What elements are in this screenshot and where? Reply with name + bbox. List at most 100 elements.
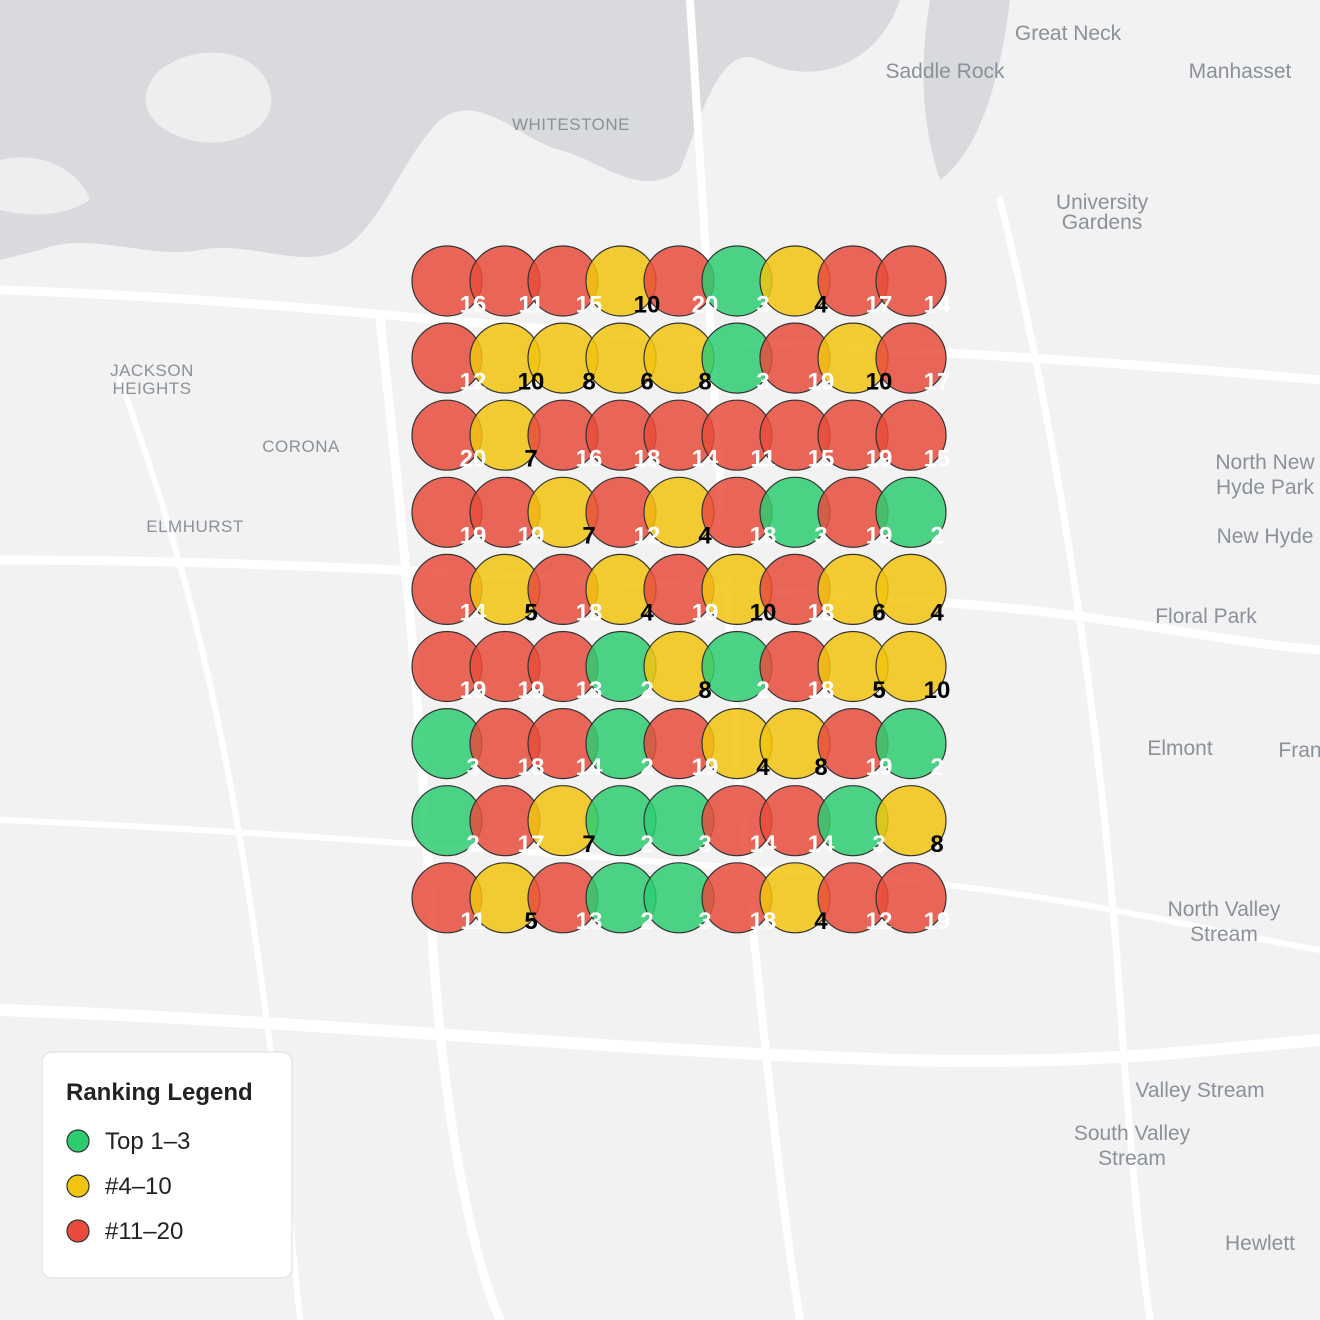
- rank-label: 18: [750, 908, 777, 935]
- place-label: WHITESTONE: [512, 115, 630, 134]
- rank-label: 10: [866, 368, 893, 395]
- rank-label: 19: [692, 600, 719, 627]
- legend-label: #11–20: [105, 1218, 183, 1245]
- place-label: Stream: [1190, 923, 1258, 946]
- rank-label: 19: [460, 677, 487, 704]
- rank-label: 3: [756, 291, 769, 318]
- place-label: Gardens: [1062, 211, 1143, 234]
- rank-label: 19: [808, 368, 835, 395]
- rank-label: 10: [750, 600, 777, 627]
- rank-label: 12: [460, 368, 487, 395]
- rank-label: 18: [750, 523, 777, 550]
- rank-label: 14: [808, 831, 835, 858]
- legend-label: #4–10: [105, 1173, 172, 1200]
- place-label: HEIGHTS: [112, 379, 191, 398]
- rank-label: 2: [930, 523, 943, 550]
- rank-label: 8: [698, 368, 711, 395]
- rank-label: 18: [518, 754, 545, 781]
- place-label: JACKSON: [110, 361, 194, 380]
- rank-label: 19: [866, 446, 893, 473]
- rank-circle: [875, 322, 947, 394]
- rank-label: 15: [576, 291, 603, 318]
- legend-label: Top 1–3: [105, 1128, 190, 1155]
- rank-label: 10: [518, 368, 545, 395]
- ranking-grid: 16 11 15 10 20 3 4 17 14 12 10 8 6 8 3 19 10 17 20 7 16 18 14 1…: [411, 245, 951, 935]
- rank-label: 3: [872, 831, 885, 858]
- rank-label: 7: [524, 446, 537, 473]
- rank-label: 15: [924, 446, 951, 473]
- rank-label: 14: [750, 831, 777, 858]
- legend-swatch: [66, 1219, 90, 1243]
- rank-label: 2: [640, 831, 653, 858]
- rank-label: 16: [460, 291, 487, 318]
- rank-label: 8: [930, 831, 943, 858]
- rank-label: 11: [460, 908, 485, 935]
- rank-label: 4: [756, 754, 770, 781]
- rank-label: 2: [640, 754, 653, 781]
- place-label: North New: [1215, 451, 1315, 474]
- island: [0, 157, 90, 215]
- legend-title: Ranking Legend: [66, 1079, 253, 1106]
- legend-swatch: [66, 1129, 90, 1153]
- place-label: Great Neck: [1015, 22, 1122, 45]
- place-label: Stream: [1098, 1147, 1166, 1170]
- rank-label: 7: [582, 523, 595, 550]
- rank-label: 7: [582, 831, 595, 858]
- island: [145, 52, 272, 143]
- rank-label: 15: [808, 446, 835, 473]
- place-label: Valley Stream: [1135, 1079, 1264, 1102]
- rank-circle: [875, 476, 947, 548]
- legend-items: Top 1–3 #4–10 #11–20: [66, 1128, 190, 1245]
- rank-label: 13: [576, 677, 603, 704]
- rank-label: 3: [756, 368, 769, 395]
- rank-label: 2: [640, 677, 653, 704]
- road: [996, 196, 1154, 1320]
- rank-label: 8: [582, 368, 595, 395]
- rank-label: 18: [634, 446, 661, 473]
- place-label: North Valley: [1168, 898, 1281, 921]
- rank-label: 14: [576, 754, 603, 781]
- rank-label: 10: [924, 677, 951, 704]
- rank-label: 2: [466, 831, 479, 858]
- rank-label: 19: [924, 908, 951, 935]
- place-label: Hyde Park: [1216, 476, 1315, 499]
- place-label: Hewlett: [1225, 1232, 1295, 1255]
- place-label: South Valley: [1074, 1122, 1191, 1145]
- rank-label: 19: [460, 523, 487, 550]
- place-label: Manhasset: [1189, 60, 1292, 83]
- place-label: Elmont: [1147, 737, 1213, 760]
- rank-label: 4: [930, 600, 944, 627]
- rank-label: 19: [866, 754, 893, 781]
- rank-label: 5: [872, 677, 885, 704]
- rank-label: 10: [634, 291, 661, 318]
- rank-label: 3: [698, 831, 711, 858]
- place-label: CORONA: [262, 437, 340, 456]
- rank-label: 20: [460, 446, 487, 473]
- rank-label: 4: [640, 600, 654, 627]
- rank-label: 18: [808, 600, 835, 627]
- rank-label: 3: [698, 908, 711, 935]
- rank-label: 2: [640, 908, 653, 935]
- rank-circle: [875, 862, 947, 934]
- rank-label: 2: [930, 754, 943, 781]
- place-label: Saddle Rock: [885, 60, 1005, 83]
- rank-label: 8: [814, 754, 827, 781]
- legend: Ranking Legend Top 1–3 #4–10 #11–20: [41, 1051, 293, 1279]
- rank-label: 13: [576, 908, 603, 935]
- place-label: University: [1056, 191, 1149, 214]
- legend-swatch: [66, 1174, 90, 1198]
- rank-label: 19: [518, 523, 545, 550]
- rank-label: 19: [692, 754, 719, 781]
- rank-label: 20: [692, 291, 719, 318]
- rank-circle: [875, 399, 947, 471]
- rank-circle: [875, 707, 947, 780]
- place-labels: Great Neck Saddle Rock Manhasset WHITESTONE…: [110, 22, 1320, 1255]
- rank-circle: [875, 245, 947, 317]
- rank-circle: [875, 553, 947, 626]
- rank-label: 17: [866, 291, 893, 318]
- rank-label: 6: [872, 600, 885, 627]
- rank-label: 6: [640, 368, 653, 395]
- place-label: Fran: [1278, 739, 1320, 762]
- place-label: New Hyde: [1217, 525, 1314, 548]
